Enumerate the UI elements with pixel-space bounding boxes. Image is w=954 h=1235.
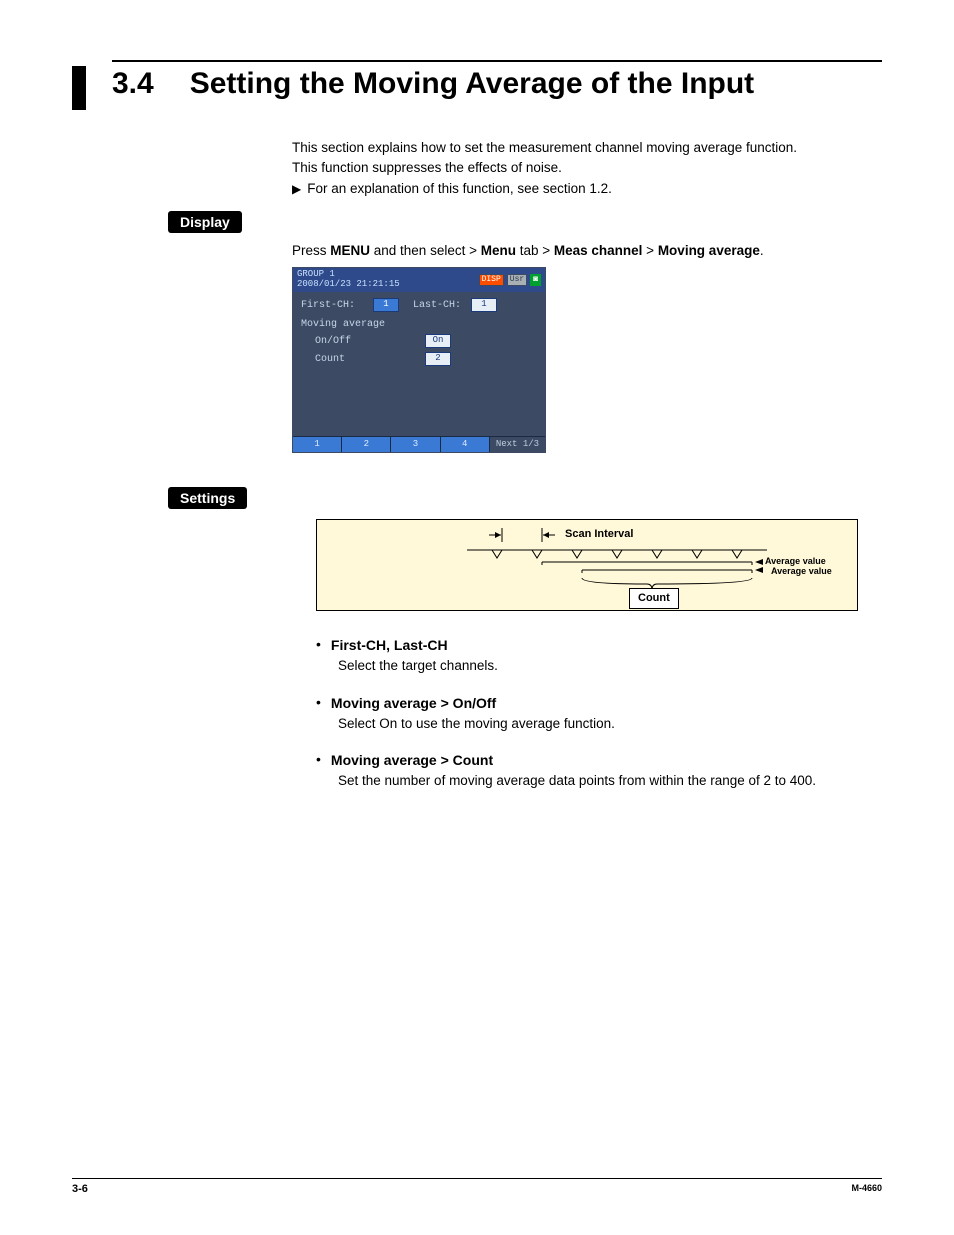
onoff-field[interactable]: On — [425, 334, 451, 348]
bullet-body-2: Set the number of moving average data po… — [338, 771, 882, 791]
bc-menu: MENU — [330, 243, 370, 258]
softkey-2[interactable]: 2 — [342, 437, 391, 453]
onoff-label: On/Off — [315, 334, 425, 349]
bullet-title-1: Moving average > On/Off — [331, 693, 496, 714]
top-rule — [112, 60, 882, 62]
scan-interval-label: Scan Interval — [565, 526, 633, 543]
count-box: Count — [629, 588, 679, 609]
count-label: Count — [315, 352, 425, 367]
bc-movavg: Moving average — [658, 243, 760, 258]
settings-label: Settings — [168, 487, 247, 509]
title-row: 3.4 Setting the Moving Average of the In… — [72, 66, 882, 110]
intro-block: This section explains how to set the mea… — [292, 138, 882, 199]
footer-page-num: 3-6 — [72, 1183, 88, 1195]
bullet-list: • First-CH, Last-CH Select the target ch… — [316, 635, 882, 791]
device-footer: 1 2 3 4 Next 1/3 — [293, 436, 545, 453]
softkey-1[interactable]: 1 — [293, 437, 342, 453]
bullet-onoff: • Moving average > On/Off Select On to u… — [316, 693, 882, 734]
bullet-icon: • — [316, 635, 321, 655]
scan-interval-diagram: Scan Interval Average value Average valu… — [316, 519, 858, 611]
bc-tab: Menu — [481, 243, 516, 258]
bullet-title-2: Moving average > Count — [331, 750, 493, 771]
xref-text: For an explanation of this function, see… — [307, 179, 612, 199]
footer-manual-code: M-4660 — [851, 1183, 882, 1195]
device-screenshot: GROUP 1 2008/01/23 21:21:15 DISP Usr ◙ F… — [292, 267, 546, 453]
page-footer: 3-6 M-4660 — [72, 1178, 882, 1195]
device-header: GROUP 1 2008/01/23 21:21:15 DISP Usr ◙ — [293, 268, 545, 292]
device-icon-disp: DISP — [479, 274, 504, 286]
bullet-icon: • — [316, 693, 321, 713]
count-field[interactable]: 2 — [425, 352, 451, 366]
first-ch-field[interactable]: 1 — [373, 298, 399, 312]
device-header-text: GROUP 1 2008/01/23 21:21:15 — [297, 270, 400, 290]
bullet-body-1: Select On to use the moving average func… — [338, 714, 882, 734]
bc-suffix: . — [760, 243, 764, 258]
bc-mid2: tab > — [516, 243, 554, 258]
first-ch-label: First-CH: — [301, 298, 373, 313]
bc-meas: Meas channel — [554, 243, 643, 258]
device-body: First-CH: 1 Last-CH: 1 Moving average On… — [293, 292, 545, 436]
bc-mid3: > — [642, 243, 657, 258]
last-ch-field[interactable]: 1 — [471, 298, 497, 312]
bullet-title-0: First-CH, Last-CH — [331, 635, 448, 656]
bullet-count: • Moving average > Count Set the number … — [316, 750, 882, 791]
title-bar — [72, 66, 86, 110]
avg-value-label-2: Average value — [771, 565, 832, 579]
softkey-4[interactable]: 4 — [441, 437, 490, 453]
page: 3.4 Setting the Moving Average of the In… — [0, 0, 954, 1235]
bc-mid1: and then select > — [370, 243, 481, 258]
bullet-body-0: Select the target channels. — [338, 656, 882, 676]
breadcrumb: Press MENU and then select > Menu tab > … — [292, 241, 882, 261]
section-title: Setting the Moving Average of the Input — [190, 66, 754, 102]
device-icon-user: Usr — [507, 274, 527, 286]
last-ch-label: Last-CH: — [413, 298, 471, 313]
moving-average-header: Moving average — [301, 317, 537, 332]
bullet-icon: • — [316, 750, 321, 770]
display-label: Display — [168, 211, 242, 233]
intro-line-2: This function suppresses the effects of … — [292, 158, 882, 178]
device-icon-rec: ◙ — [530, 274, 541, 286]
xref-line: ▶ For an explanation of this function, s… — [292, 179, 882, 199]
bc-prefix: Press — [292, 243, 330, 258]
next-page[interactable]: Next 1/3 — [490, 437, 545, 453]
bullet-first-last-ch: • First-CH, Last-CH Select the target ch… — [316, 635, 882, 676]
softkey-3[interactable]: 3 — [391, 437, 440, 453]
intro-line-1: This section explains how to set the mea… — [292, 138, 882, 158]
triangle-icon: ▶ — [292, 180, 301, 198]
section-number: 3.4 — [112, 66, 154, 102]
